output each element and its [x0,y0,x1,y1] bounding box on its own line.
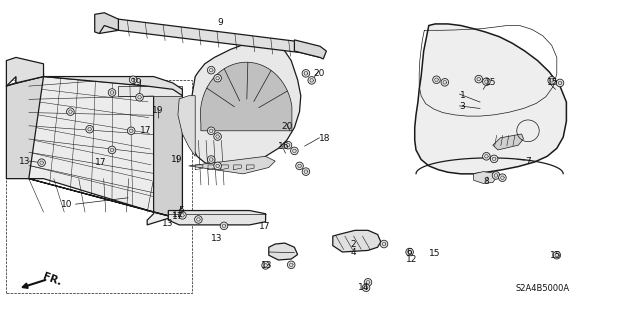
Circle shape [207,66,215,74]
Polygon shape [474,172,496,183]
Circle shape [556,79,564,87]
Circle shape [302,168,310,175]
Circle shape [475,75,483,83]
Polygon shape [6,72,182,225]
Text: 17: 17 [259,222,271,231]
Polygon shape [333,230,381,252]
Text: 16: 16 [278,142,290,151]
Text: 19: 19 [171,155,182,164]
Circle shape [490,155,498,163]
Polygon shape [200,62,292,131]
Circle shape [492,172,500,179]
Text: 14: 14 [358,283,370,292]
Circle shape [179,211,186,219]
Circle shape [127,127,135,135]
Polygon shape [154,86,182,217]
Text: 19: 19 [131,78,143,87]
Circle shape [406,248,413,256]
Circle shape [483,152,490,160]
Text: S2A4B5000A: S2A4B5000A [516,284,570,293]
Circle shape [136,93,143,101]
Text: FR.: FR. [42,271,63,287]
Circle shape [548,77,556,84]
Circle shape [499,174,506,182]
Polygon shape [493,134,524,150]
Circle shape [108,89,116,96]
Circle shape [380,240,388,248]
Text: 20: 20 [314,69,325,78]
Polygon shape [294,40,326,59]
Polygon shape [44,77,182,96]
Text: 13: 13 [261,261,273,270]
Text: 5: 5 [178,206,184,215]
Circle shape [262,262,269,269]
Circle shape [86,125,93,133]
Text: 7: 7 [525,157,531,166]
Text: 15: 15 [484,78,496,87]
Circle shape [207,127,215,135]
Circle shape [483,78,490,85]
Text: 8: 8 [484,177,490,186]
Text: 17: 17 [140,126,151,135]
Text: 13: 13 [19,157,31,166]
Circle shape [441,78,449,86]
Polygon shape [178,96,195,156]
Circle shape [553,251,561,259]
Text: 13: 13 [162,219,173,228]
Circle shape [291,147,298,155]
Circle shape [296,162,303,170]
Circle shape [129,76,137,84]
Text: 12: 12 [406,255,418,263]
Text: 10: 10 [61,200,72,209]
Circle shape [214,162,221,170]
Circle shape [214,74,221,82]
Text: 17: 17 [95,158,106,167]
Polygon shape [168,211,266,225]
Text: 20: 20 [282,122,293,130]
Polygon shape [189,41,301,167]
Circle shape [195,216,202,223]
Text: 9: 9 [218,18,223,27]
Circle shape [362,284,370,292]
Circle shape [220,222,228,230]
Text: 15: 15 [429,249,440,258]
Text: 17: 17 [172,212,183,221]
Text: 6: 6 [406,248,412,256]
Circle shape [38,159,45,167]
Circle shape [207,156,215,163]
Polygon shape [189,156,275,174]
Polygon shape [6,57,44,86]
Text: 2: 2 [351,240,356,249]
Circle shape [433,76,440,84]
Circle shape [67,108,74,115]
Circle shape [284,141,292,149]
Polygon shape [29,179,173,217]
Polygon shape [118,86,182,96]
Polygon shape [415,24,566,174]
Text: 15: 15 [547,78,559,87]
Polygon shape [6,77,44,179]
Polygon shape [269,243,298,260]
Circle shape [287,261,295,269]
Text: 1: 1 [460,91,465,100]
Text: 3: 3 [460,102,465,111]
Circle shape [108,146,116,154]
Polygon shape [99,19,320,57]
Text: 18: 18 [319,134,330,143]
Circle shape [302,70,310,77]
Circle shape [214,133,221,140]
Circle shape [364,278,372,286]
Text: 4: 4 [351,248,356,256]
Text: 19: 19 [152,106,163,115]
Text: 11: 11 [172,210,183,219]
Text: 15: 15 [550,251,562,260]
Polygon shape [95,13,118,33]
Text: 13: 13 [211,234,223,243]
Circle shape [308,77,316,84]
